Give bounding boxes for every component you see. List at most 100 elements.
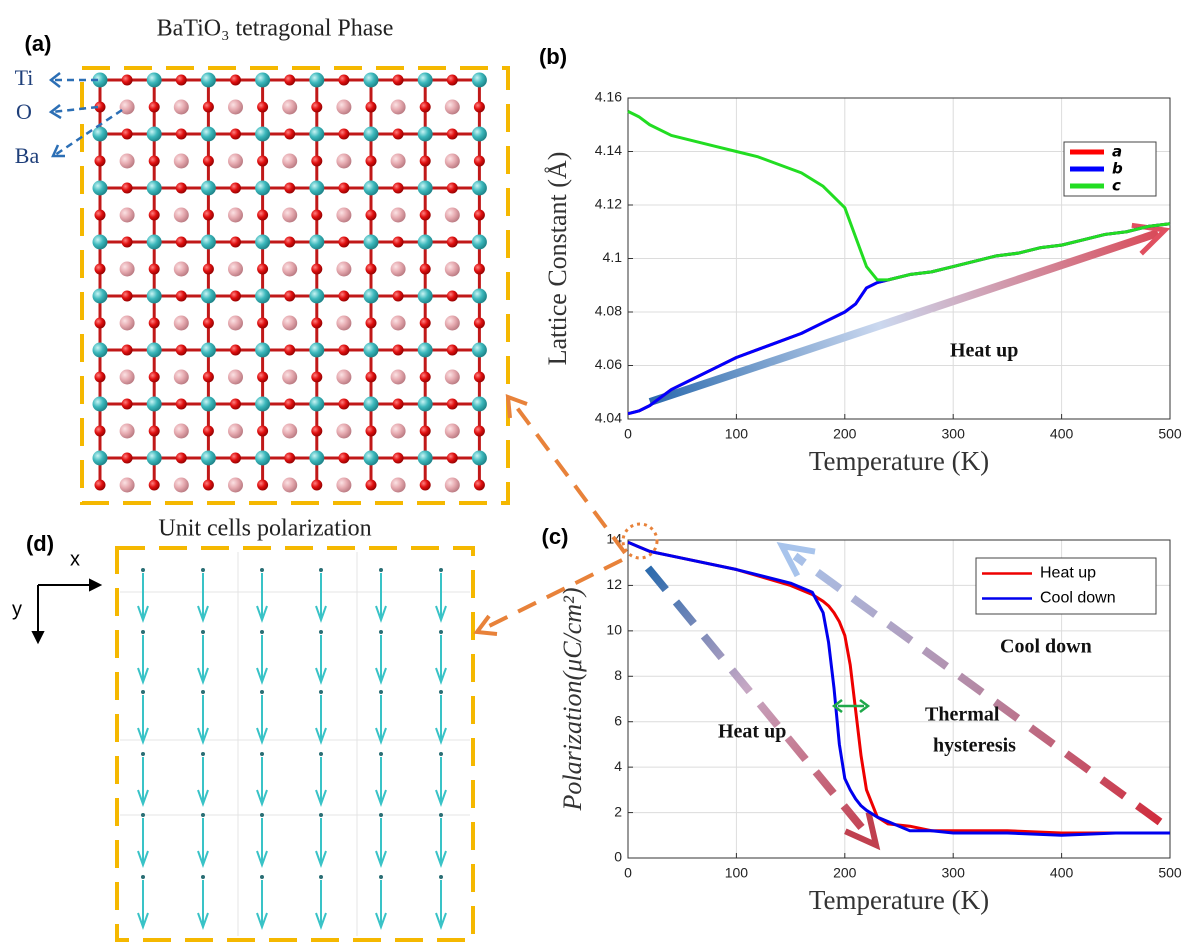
o-atom <box>257 317 269 329</box>
x-tick-label: 100 <box>725 426 749 442</box>
polarization-arrow-head <box>256 850 268 868</box>
polarization-arrow-head <box>375 605 387 623</box>
o-atom <box>392 74 404 86</box>
y-tick-label: 8 <box>614 667 622 683</box>
ba-atom <box>119 153 135 169</box>
o-atom <box>311 263 323 275</box>
atom-pointer-heads <box>48 72 65 158</box>
x-tick-label: 500 <box>1158 426 1182 442</box>
o-atom <box>392 290 404 302</box>
o-atom <box>202 101 214 113</box>
cell-center <box>439 690 443 694</box>
ti-atom <box>146 234 162 250</box>
o-atom <box>473 209 485 221</box>
polarization-arrow-head <box>435 789 447 807</box>
o-atom <box>365 425 377 437</box>
ti-atom <box>92 234 108 250</box>
ti-atom <box>363 180 379 196</box>
o-atom <box>365 371 377 383</box>
ti-atom <box>417 72 433 88</box>
panel-label: (a) <box>25 31 52 56</box>
cell-center <box>319 690 323 694</box>
legend-label: Heat up <box>1040 565 1096 582</box>
y-tick-label: 4 <box>614 758 622 774</box>
polarization-arrow-head <box>137 605 149 623</box>
ba-atom <box>173 207 189 223</box>
ba-atom <box>390 261 406 277</box>
ba-atom <box>336 153 352 169</box>
ti-atom <box>471 72 487 88</box>
y-tick-label: 4.1 <box>603 249 623 265</box>
polarization-arrow-head <box>315 667 327 685</box>
ti-atom <box>200 234 216 250</box>
trend-arrow <box>644 565 866 831</box>
polarization-arrow-head <box>435 727 447 745</box>
ba-atom <box>119 207 135 223</box>
cell-center <box>201 568 205 572</box>
o-atom <box>284 128 296 140</box>
o-atom <box>148 155 160 167</box>
o-atom <box>175 128 187 140</box>
ti-atom <box>363 342 379 358</box>
ba-atom <box>336 369 352 385</box>
ti-atom <box>309 180 325 196</box>
ba-atom <box>119 369 135 385</box>
ba-atom <box>282 207 298 223</box>
ti-atom <box>471 342 487 358</box>
cell-center <box>201 875 205 879</box>
series-line <box>627 540 1170 835</box>
o-atom <box>311 425 323 437</box>
o-atom <box>446 344 458 356</box>
o-atom <box>338 74 350 86</box>
o-atom <box>94 371 106 383</box>
ti-atom <box>417 126 433 142</box>
o-atom <box>284 290 296 302</box>
x-tick-label: 0 <box>624 426 632 442</box>
o-atom <box>121 290 133 302</box>
o-atom <box>202 425 214 437</box>
polarization-arrow-head <box>137 789 149 807</box>
ti-atom <box>471 288 487 304</box>
panel-label: (d) <box>26 531 54 556</box>
o-atom <box>419 425 431 437</box>
ba-atom <box>228 423 243 439</box>
ti-atom <box>309 450 325 466</box>
polarization-arrow-head <box>197 727 209 745</box>
ti-atom <box>363 126 379 142</box>
o-atom <box>230 398 241 410</box>
polarization-arrow-head <box>256 667 268 685</box>
o-atom <box>230 182 241 194</box>
o-atom <box>473 155 485 167</box>
ba-atom <box>390 369 406 385</box>
ba-atom <box>119 315 135 331</box>
ba-atom <box>444 207 460 223</box>
ba-atom <box>173 423 189 439</box>
o-atom <box>94 101 106 113</box>
o-atom <box>202 479 214 491</box>
polarization-arrow-head <box>197 850 209 868</box>
ti-atom <box>363 396 379 412</box>
ti-atom <box>363 72 379 88</box>
o-atom <box>311 155 323 167</box>
ba-atom <box>390 99 406 115</box>
cell-center <box>141 568 145 572</box>
ti-atom <box>471 396 487 412</box>
ti-atom <box>200 126 216 142</box>
y-tick-label: 2 <box>614 803 622 819</box>
ti-atom <box>255 72 271 88</box>
o-atom <box>392 182 404 194</box>
ba-atom <box>390 477 406 493</box>
o-atom <box>446 236 458 248</box>
ba-atom <box>444 477 460 493</box>
ti-atom <box>255 126 271 142</box>
cell-center <box>379 752 383 756</box>
o-atom <box>202 209 214 221</box>
o-atom <box>148 209 160 221</box>
ba-atom <box>282 369 298 385</box>
ti-atom <box>363 234 379 250</box>
o-atom <box>419 263 431 275</box>
cell-center <box>379 813 383 817</box>
trend-arrow <box>792 552 1163 826</box>
ti-atom <box>92 342 108 358</box>
